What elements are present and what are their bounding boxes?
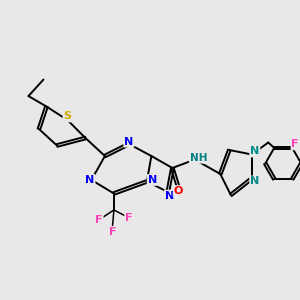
- Text: N: N: [250, 176, 260, 187]
- Text: N: N: [85, 175, 94, 185]
- Text: S: S: [63, 111, 71, 122]
- Text: N: N: [148, 175, 157, 185]
- Text: F: F: [109, 227, 116, 237]
- Text: N: N: [250, 146, 260, 157]
- Text: N: N: [165, 190, 174, 201]
- Text: O: O: [174, 186, 183, 196]
- Text: F: F: [125, 213, 133, 223]
- Text: F: F: [292, 139, 299, 149]
- Text: NH: NH: [190, 153, 207, 163]
- Text: N: N: [124, 136, 134, 147]
- Text: F: F: [95, 215, 103, 225]
